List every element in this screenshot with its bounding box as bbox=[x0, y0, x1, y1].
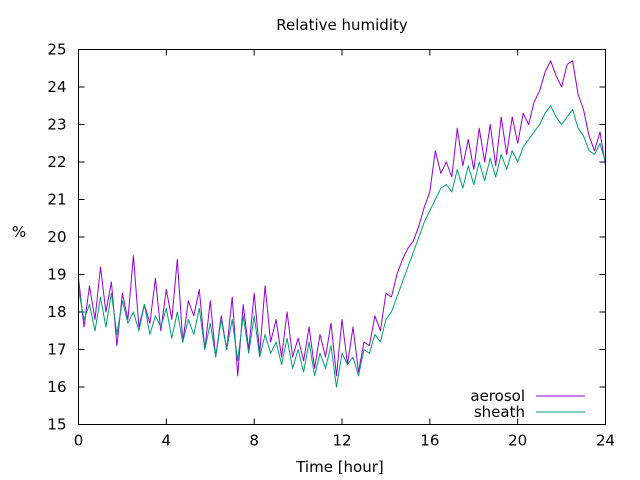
y-tick-label: 15 bbox=[47, 416, 66, 434]
x-tick-label: 20 bbox=[508, 432, 527, 450]
legend-label-aerosol: aerosol bbox=[470, 387, 525, 405]
y-tick-label: 21 bbox=[47, 191, 66, 209]
x-tick-label: 8 bbox=[249, 432, 259, 450]
y-tick-label: 25 bbox=[47, 41, 66, 59]
y-tick-label: 17 bbox=[47, 341, 66, 359]
plot-frame bbox=[78, 49, 606, 425]
y-tick-label: 16 bbox=[47, 378, 66, 396]
series-lines bbox=[78, 60, 606, 388]
x-tick-label: 4 bbox=[162, 432, 172, 450]
y-tick-label: 23 bbox=[47, 116, 66, 134]
x-tick-label: 24 bbox=[596, 432, 615, 450]
y-tick-label: 20 bbox=[47, 228, 66, 246]
series-line-aerosol bbox=[78, 60, 606, 377]
series-line-sheath bbox=[78, 105, 606, 388]
chart-title: Relative humidity bbox=[276, 16, 408, 34]
y-tick-label: 19 bbox=[47, 266, 66, 284]
x-tick-label: 16 bbox=[420, 432, 439, 450]
y-tick-label: 24 bbox=[47, 78, 66, 96]
x-tick-label: 0 bbox=[74, 432, 84, 450]
y-tick-label: 18 bbox=[47, 303, 66, 321]
x-axis-label: Time [hour] bbox=[295, 458, 384, 476]
legend-label-sheath: sheath bbox=[474, 403, 525, 421]
x-tick-label: 12 bbox=[332, 432, 351, 450]
y-axis-label: % bbox=[12, 223, 26, 241]
axis-ticks: 0 4 8 12 16 20 24 15 16 17 18 19 20 21 22 23 24 25 bbox=[47, 41, 615, 450]
y-tick-label: 22 bbox=[47, 153, 66, 171]
